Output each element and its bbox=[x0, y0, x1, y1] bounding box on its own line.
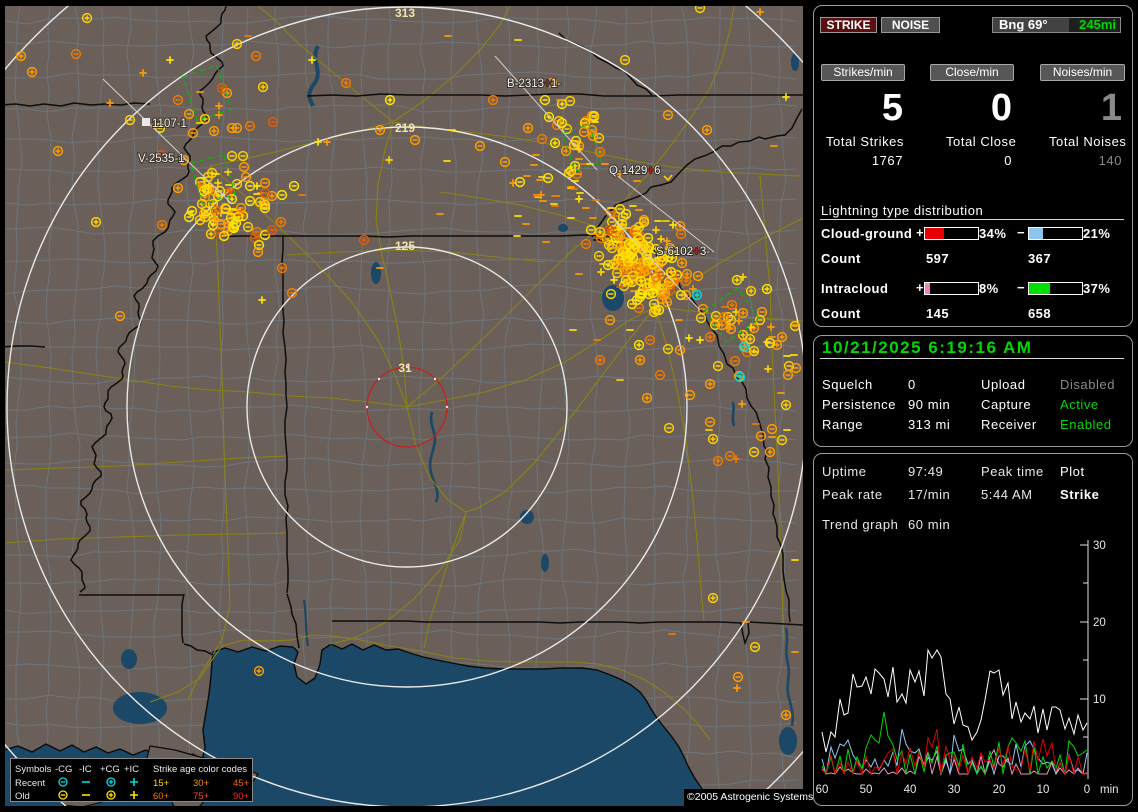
svg-text:+IC: +IC bbox=[124, 764, 139, 775]
svg-text:31: 31 bbox=[398, 361, 412, 375]
svg-text:V-2535-1: V-2535-1 bbox=[138, 153, 185, 165]
svg-text:50: 50 bbox=[860, 784, 873, 796]
svg-text:Strike age color codes: Strike age color codes bbox=[153, 764, 247, 775]
svg-text:60: 60 bbox=[816, 784, 829, 796]
svg-text:20: 20 bbox=[993, 784, 1006, 796]
svg-text:75+: 75+ bbox=[193, 791, 210, 801]
svg-text:min: min bbox=[1100, 784, 1119, 796]
svg-text:40: 40 bbox=[904, 784, 917, 796]
svg-text:10: 10 bbox=[1037, 784, 1050, 796]
svg-text:Old: Old bbox=[15, 791, 30, 801]
svg-text:-CG: -CG bbox=[55, 764, 72, 775]
svg-text:45+: 45+ bbox=[233, 778, 250, 789]
svg-text:Q-1429+6: Q-1429+6 bbox=[609, 165, 660, 177]
svg-text:30+: 30+ bbox=[193, 778, 210, 789]
svg-text:30: 30 bbox=[1093, 540, 1106, 552]
svg-text:125: 125 bbox=[395, 239, 415, 253]
svg-text:B-2313+1-: B-2313+1- bbox=[507, 78, 561, 90]
svg-text:219: 219 bbox=[395, 121, 415, 135]
svg-text:+CG: +CG bbox=[100, 764, 120, 775]
svg-text:90+: 90+ bbox=[233, 791, 250, 801]
svg-text:30: 30 bbox=[948, 784, 961, 796]
svg-text:1107-1: 1107-1 bbox=[152, 118, 187, 130]
svg-text:S-6102+3-: S-6102+3- bbox=[656, 246, 710, 258]
svg-text:0: 0 bbox=[1084, 784, 1090, 796]
svg-text:10: 10 bbox=[1093, 694, 1106, 706]
svg-text:15+: 15+ bbox=[153, 778, 170, 789]
svg-text:Symbols: Symbols bbox=[15, 764, 52, 775]
svg-text:Recent: Recent bbox=[15, 778, 45, 789]
svg-text:20: 20 bbox=[1093, 617, 1106, 629]
svg-text:313: 313 bbox=[395, 6, 415, 20]
svg-text:60+: 60+ bbox=[153, 791, 170, 801]
svg-text:-IC: -IC bbox=[79, 764, 92, 775]
